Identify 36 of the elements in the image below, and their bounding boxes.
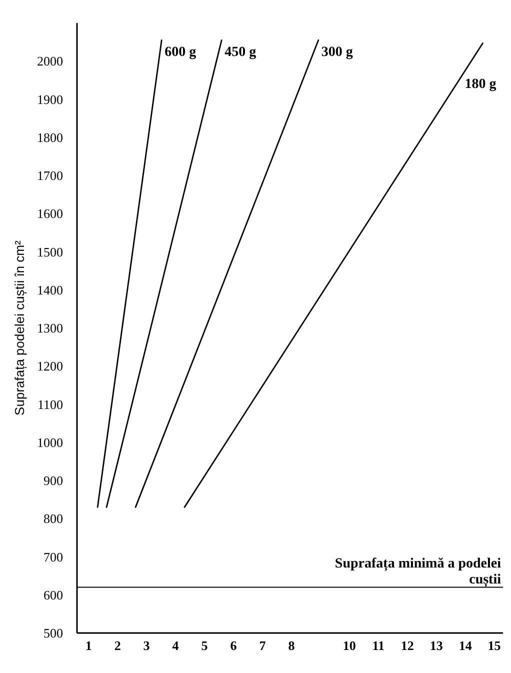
x-tick-label: 2 <box>114 638 121 653</box>
y-tick-label: 2000 <box>37 54 63 69</box>
series-label: 600 g <box>164 45 196 60</box>
x-tick-label: 14 <box>458 638 472 653</box>
y-tick-label: 1600 <box>37 206 63 222</box>
y-axis-title: Suprafața podelei cuștii în cm² <box>12 240 27 416</box>
x-tick-label: 11 <box>372 638 385 653</box>
x-tick-label: 12 <box>400 638 414 653</box>
y-tick-label: 1700 <box>37 168 63 184</box>
x-tick-label: 4 <box>172 638 180 653</box>
y-tick-label: 1800 <box>37 130 63 145</box>
y-tick-label: 1900 <box>37 92 63 107</box>
y-tick-label: 1300 <box>37 320 63 336</box>
x-tick-label: 10 <box>342 638 356 653</box>
y-tick-label: 500 <box>44 626 63 641</box>
x-tick-label: 8 <box>288 638 296 653</box>
x-tick-label: 13 <box>430 638 444 653</box>
y-tick-label: 1400 <box>37 282 63 298</box>
y-tick-label: 1500 <box>37 244 63 260</box>
y-tick-label: 600 <box>44 587 63 602</box>
x-tick-label: 3 <box>143 638 150 653</box>
x-tick-label: 5 <box>201 638 208 653</box>
y-tick-label: 700 <box>44 549 63 564</box>
x-tick-label: 7 <box>259 638 266 653</box>
y-tick-label: 1200 <box>37 358 63 374</box>
series-label: 450 g <box>224 45 256 60</box>
x-tick-label: 6 <box>230 638 238 653</box>
y-tick-label: 1100 <box>37 396 63 412</box>
y-tick-label: 1000 <box>37 434 63 450</box>
x-tick-label: 15 <box>488 638 502 653</box>
ref-line-label: Suprafața minimă a podelei cuștii <box>334 556 502 588</box>
y-tick-label: 800 <box>44 511 63 526</box>
series-label: 180 g <box>464 77 496 92</box>
series-label: 300 g <box>321 45 353 60</box>
x-tick-label: 1 <box>85 638 92 653</box>
y-tick-label: 900 <box>44 473 63 488</box>
